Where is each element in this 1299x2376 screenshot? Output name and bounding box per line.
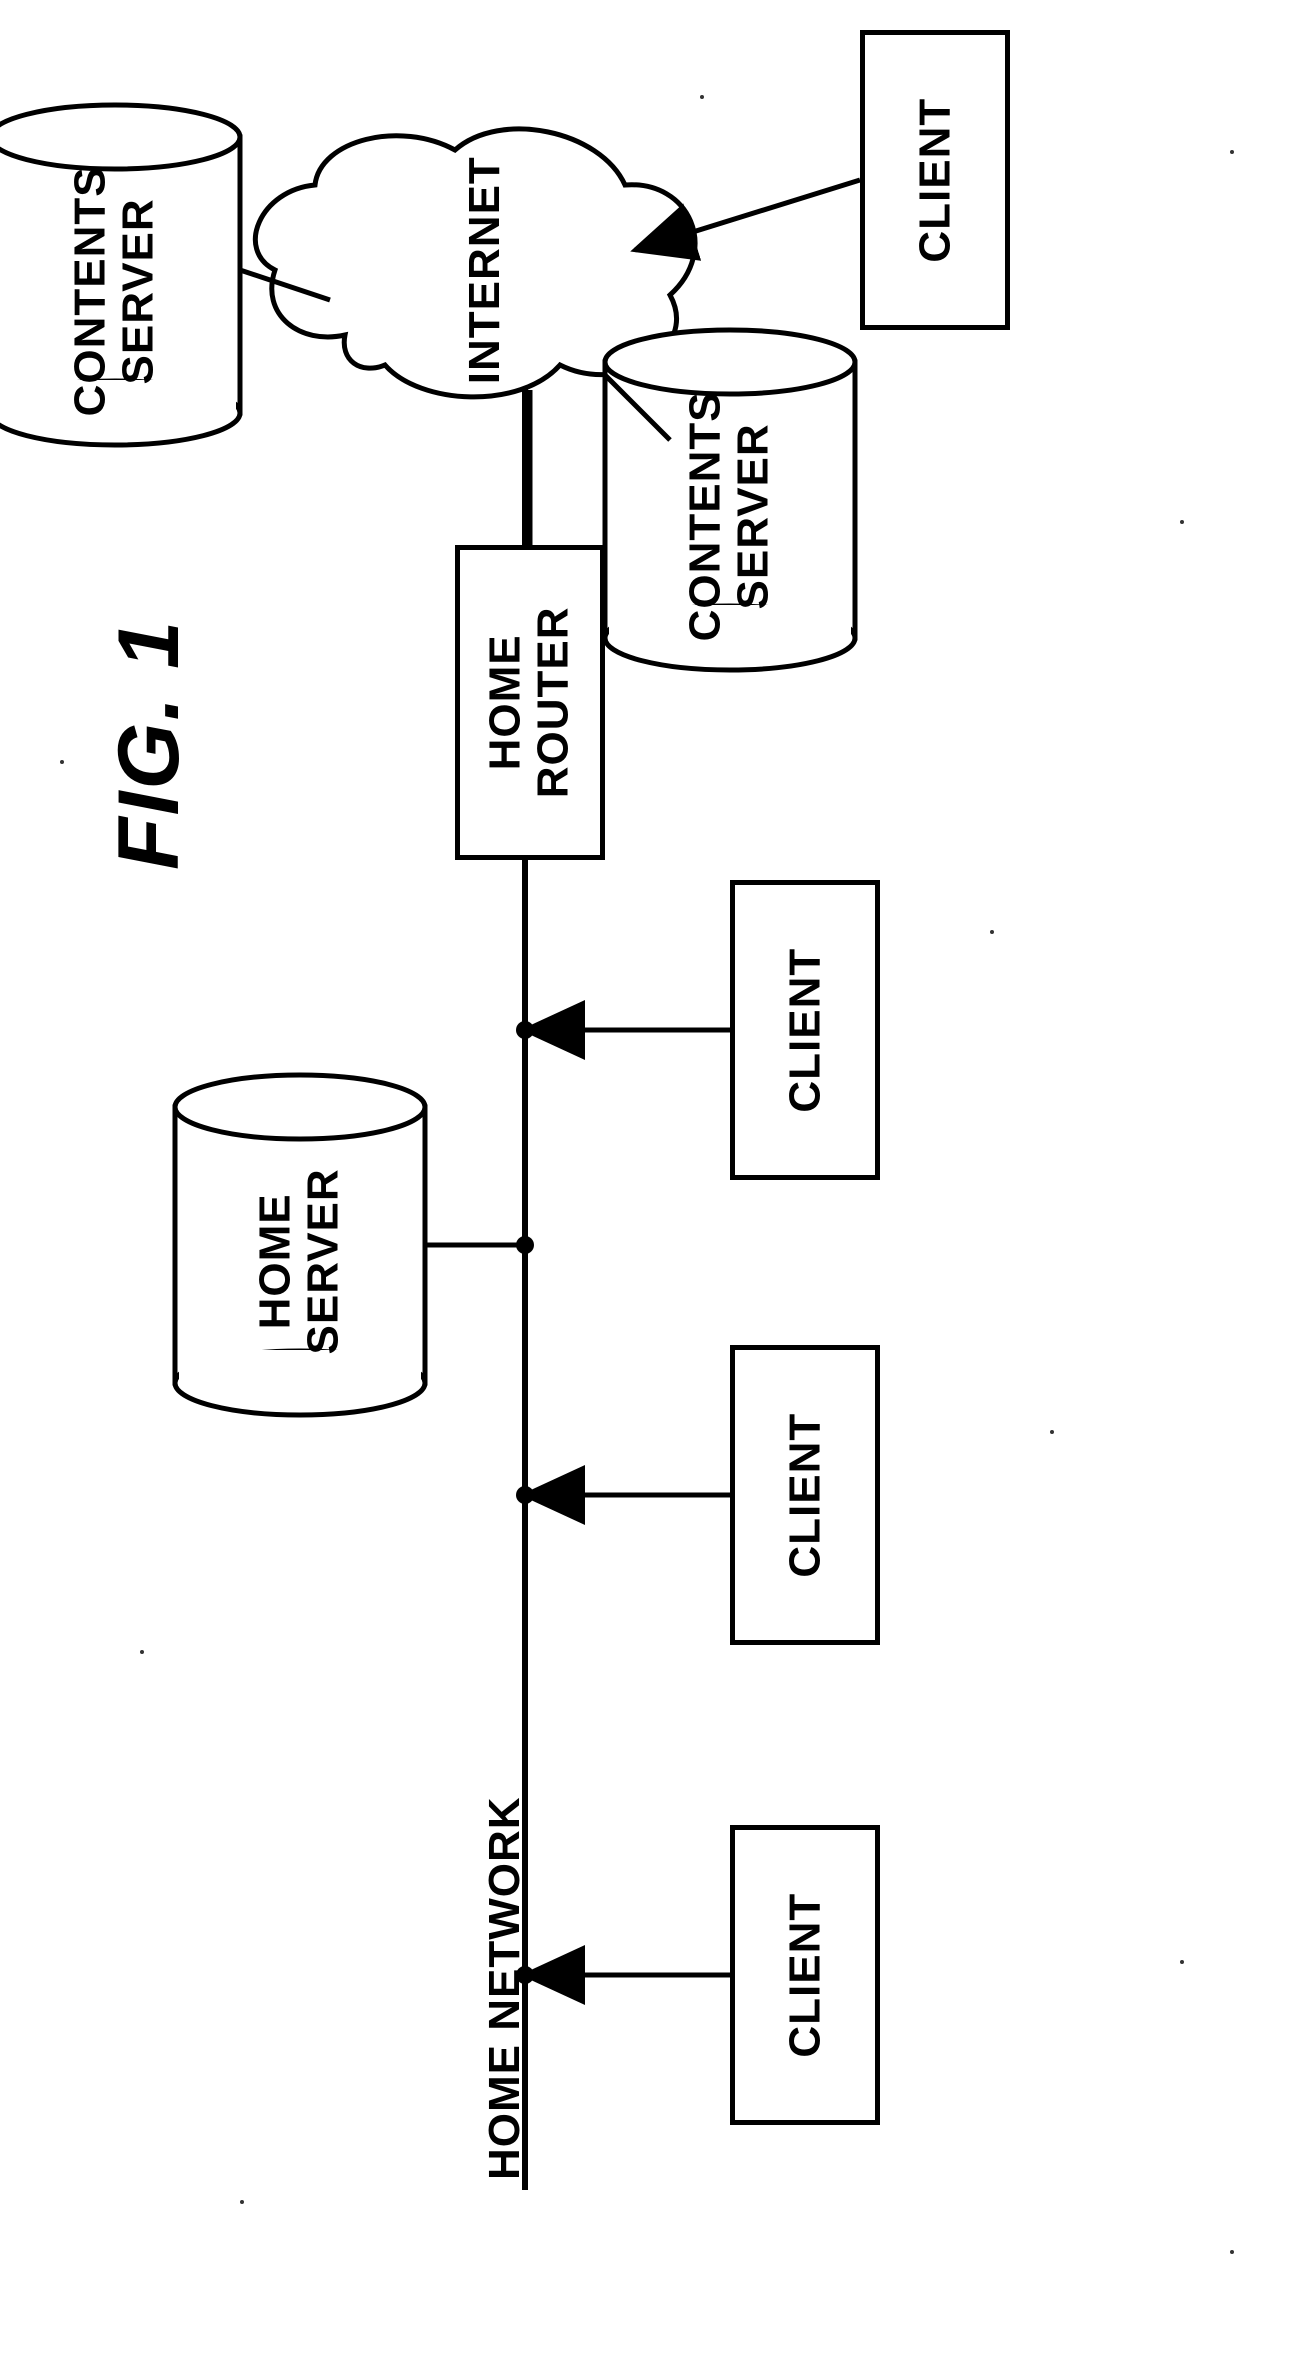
- noise-dot: [700, 95, 704, 99]
- home-server-label-wrap: HOME SERVER: [175, 1107, 425, 1415]
- cs2-l1: CONTENTS: [681, 391, 730, 641]
- home-server-label-l1: HOME: [251, 1193, 300, 1329]
- contents-server-1-label-wrap: CONTENTS SERVER: [0, 137, 240, 445]
- client1-junction: [516, 1021, 534, 1039]
- home-client-2-box: CLIENT: [730, 1345, 880, 1645]
- home-server-label: HOME SERVER: [252, 1168, 349, 1354]
- home-server-junction: [516, 1236, 534, 1254]
- internet-label-wrap: INTERNET: [325, 160, 645, 380]
- contents-server-1-label: CONTENTS SERVER: [67, 166, 164, 416]
- cs1-l1: CONTENTS: [66, 166, 115, 416]
- client2-junction: [516, 1486, 534, 1504]
- noise-dot: [1180, 520, 1184, 524]
- cs1-l2: SERVER: [114, 198, 163, 384]
- home-client-1-box: CLIENT: [730, 880, 880, 1180]
- noise-dot: [140, 1650, 144, 1654]
- home-server-label-l2: SERVER: [299, 1168, 348, 1354]
- home-router-label-l1: HOME: [481, 635, 530, 771]
- noise-dot: [990, 930, 994, 934]
- home-client-2-label: CLIENT: [781, 1413, 829, 1578]
- home-client-3-box: CLIENT: [730, 1825, 880, 2125]
- home-router-label-l2: ROUTER: [529, 607, 578, 799]
- cs2-l2: SERVER: [729, 423, 778, 609]
- home-router-label: HOME ROUTER: [482, 607, 579, 799]
- internet-client-label: CLIENT: [911, 98, 959, 263]
- noise-dot: [1230, 2250, 1234, 2254]
- noise-dot: [1050, 1430, 1054, 1434]
- noise-dot: [1180, 1960, 1184, 1964]
- noise-dot: [1230, 150, 1234, 154]
- noise-dot: [60, 760, 64, 764]
- internet-client-box: CLIENT: [860, 30, 1010, 330]
- home-router-box: HOME ROUTER: [455, 545, 605, 860]
- home-network-label: HOME NETWORK: [480, 1796, 530, 2180]
- noise-dot: [240, 2200, 244, 2204]
- home-client-3-label: CLIENT: [781, 1893, 829, 2058]
- contents-server-2-label-wrap: CONTENTS SERVER: [605, 362, 855, 670]
- internet-label: INTERNET: [461, 156, 509, 384]
- contents-server-2-label: CONTENTS SERVER: [682, 391, 779, 641]
- home-client-1-label: CLIENT: [781, 948, 829, 1113]
